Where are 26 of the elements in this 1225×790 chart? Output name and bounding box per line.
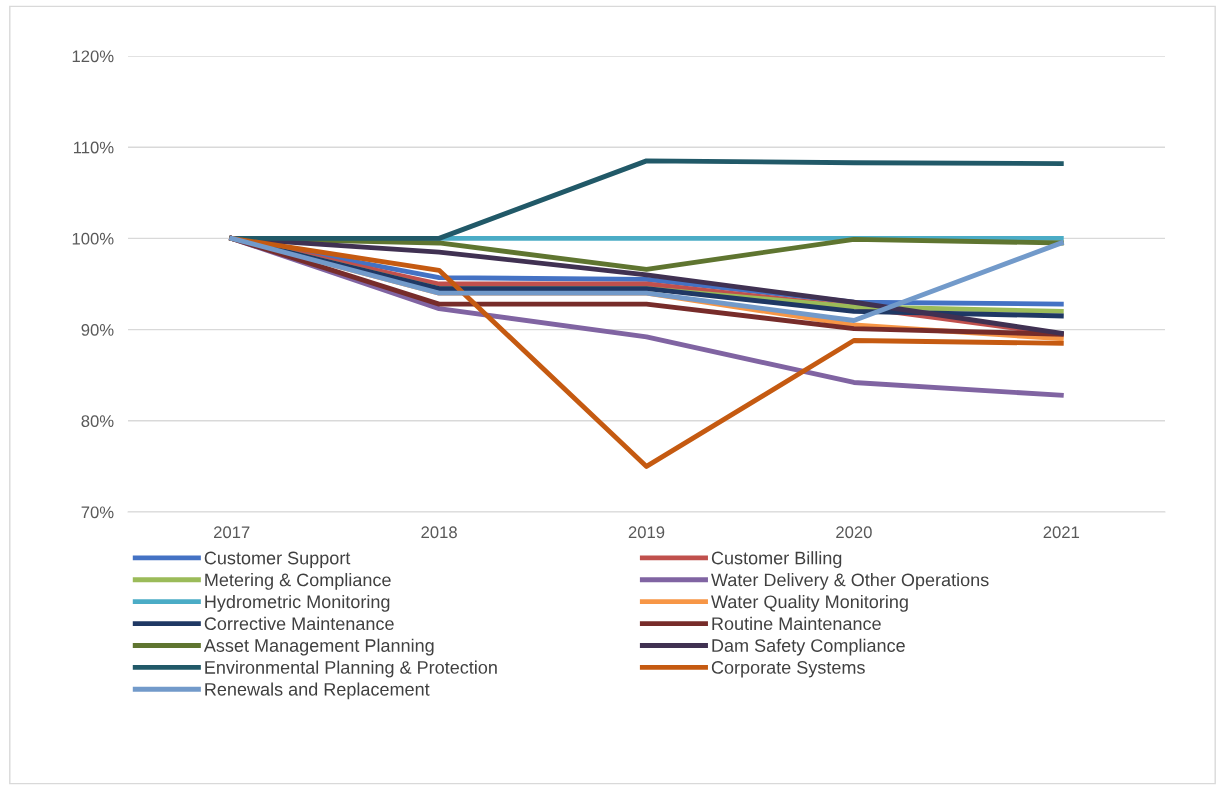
y-tick-label: 90% — [81, 324, 114, 336]
y-tick-label: 120% — [72, 50, 114, 63]
y-tick-label: 70% — [81, 506, 114, 519]
legend-label: Dam Safety Compliance — [712, 638, 905, 656]
legend-label: Metering & Compliance — [205, 573, 391, 590]
line-series — [229, 235, 1064, 469]
x-tick-label: 2018 — [421, 526, 457, 539]
y-tick-label: 110% — [73, 141, 114, 154]
legend-label: Corrective Maintenance — [204, 616, 394, 631]
legend-label: Customer Support — [204, 551, 351, 568]
x-tick-label: 2021 — [1043, 526, 1080, 539]
legend-label: Routine Maintenance — [712, 616, 881, 631]
x-tick-label: 2019 — [628, 526, 665, 539]
line-series — [229, 158, 1064, 241]
legend-label: Customer Billing — [711, 551, 842, 568]
legend-label: Renewals and Replacement — [205, 682, 430, 700]
legend-label: Asset Management Planning — [203, 638, 434, 656]
legend-label: Hydrometric Monitoring — [205, 594, 390, 612]
legend-label: Water Quality Monitoring — [711, 594, 908, 612]
y-tick-label: 100% — [72, 232, 114, 245]
x-tick-label: 2020 — [836, 526, 872, 539]
legend-label: Environmental Planning & Protection — [205, 660, 497, 678]
x-tick-label: 2017 — [214, 526, 250, 539]
y-tick-label: 80% — [81, 415, 114, 427]
legend-label: Water Delivery & Other Operations — [711, 573, 989, 590]
legend-label: Corporate Systems — [711, 661, 865, 678]
